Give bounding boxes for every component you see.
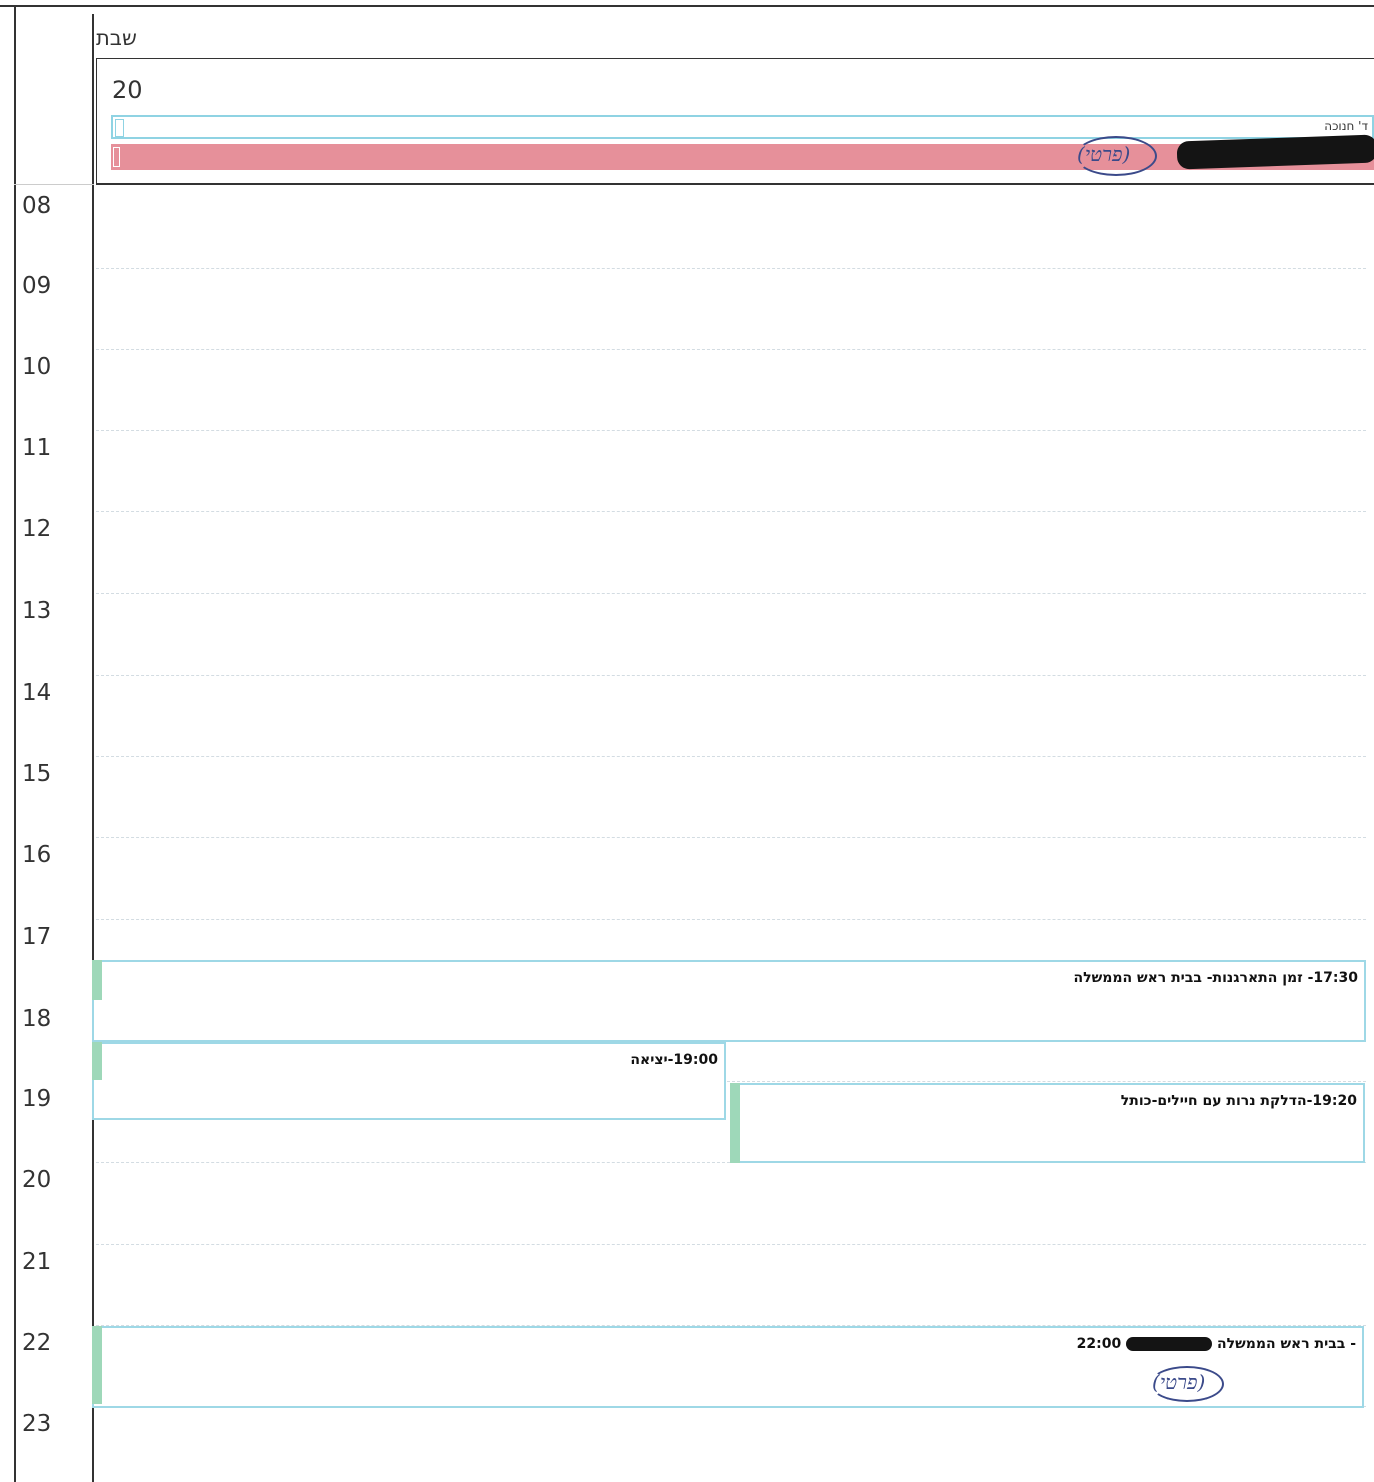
hour-label: 09 (22, 273, 52, 299)
hour-grid-line (96, 1081, 1366, 1082)
event-title-text: - בבית ראש הממשלה (1216, 1336, 1356, 1352)
time-grid-top (14, 184, 94, 185)
hour-label: 14 (22, 680, 52, 706)
event-color-bar (92, 1042, 102, 1080)
redaction-mark (1176, 134, 1374, 170)
event-color-bar (92, 1326, 102, 1404)
private-stamp: (פרטי) (1077, 142, 1131, 166)
left-border (14, 5, 16, 1482)
event-block[interactable]: 19:20-הדלקת נרות עם חיילים-כותל (730, 1083, 1365, 1163)
holiday-label: ד' חנוכה (1324, 119, 1368, 133)
hour-label: 10 (22, 354, 52, 380)
hour-grid-line (96, 1244, 1366, 1245)
hour-grid-line (96, 837, 1366, 838)
private-stamp-oval (1075, 136, 1157, 176)
event-color-marker (113, 147, 120, 167)
hour-grid-line (96, 756, 1366, 757)
event-time: 22:00 (1076, 1336, 1122, 1352)
hour-label: 18 (22, 1006, 52, 1032)
redaction-mark (1126, 1337, 1213, 1351)
allday-bottom-border (96, 183, 1374, 185)
day-name: שבת (96, 26, 137, 50)
hour-label: 16 (22, 842, 52, 868)
top-border (0, 5, 1374, 7)
event-block[interactable]: - בבית ראש הממשלה 22:00 (פרטי) (92, 1326, 1364, 1408)
hour-label: 21 (22, 1249, 52, 1275)
time-column-divider (92, 14, 94, 1482)
hour-grid-line (96, 430, 1366, 431)
hour-grid-line (96, 593, 1366, 594)
event-color-bar (92, 960, 102, 1000)
hour-grid-line (96, 349, 1366, 350)
event-block[interactable]: 17:30- זמן התארגנות- בבית ראש הממשלה (92, 960, 1366, 1042)
private-stamp-oval (1150, 1366, 1224, 1402)
header-left-edge (96, 58, 97, 184)
hour-grid-line (96, 1325, 1366, 1326)
hour-label: 11 (22, 435, 52, 461)
hour-label: 22 (22, 1330, 52, 1356)
hour-label: 17 (22, 924, 52, 950)
hour-label: 19 (22, 1086, 52, 1112)
event-title: - בבית ראש הממשלה 22:00 (1077, 1336, 1356, 1352)
hour-grid-line (96, 919, 1366, 920)
event-title: 19:20-הדלקת נרות עם חיילים-כותל (1120, 1093, 1357, 1109)
hour-label: 23 (22, 1411, 52, 1437)
event-color-marker (115, 119, 124, 137)
hour-label: 20 (22, 1167, 52, 1193)
hour-grid-line (96, 675, 1366, 676)
event-title: 19:00-יציאה (630, 1052, 718, 1068)
hour-label: 13 (22, 598, 52, 624)
hour-grid-line (96, 511, 1366, 512)
hour-label: 12 (22, 516, 52, 542)
allday-event-private[interactable]: (פרטי) (111, 134, 1374, 176)
hour-grid-line (96, 268, 1366, 269)
date-number[interactable]: 20 (112, 76, 143, 104)
hour-label: 15 (22, 761, 52, 787)
event-title: 17:30- זמן התארגנות- בבית ראש הממשלה (1073, 970, 1358, 986)
hour-label: 08 (22, 193, 52, 219)
event-block[interactable]: 19:00-יציאה (92, 1042, 726, 1120)
allday-event-holiday[interactable]: ד' חנוכה (111, 115, 1374, 139)
private-stamp: (פרטי) (1152, 1370, 1206, 1394)
event-color-bar (730, 1083, 740, 1163)
header-divider (96, 58, 1374, 59)
